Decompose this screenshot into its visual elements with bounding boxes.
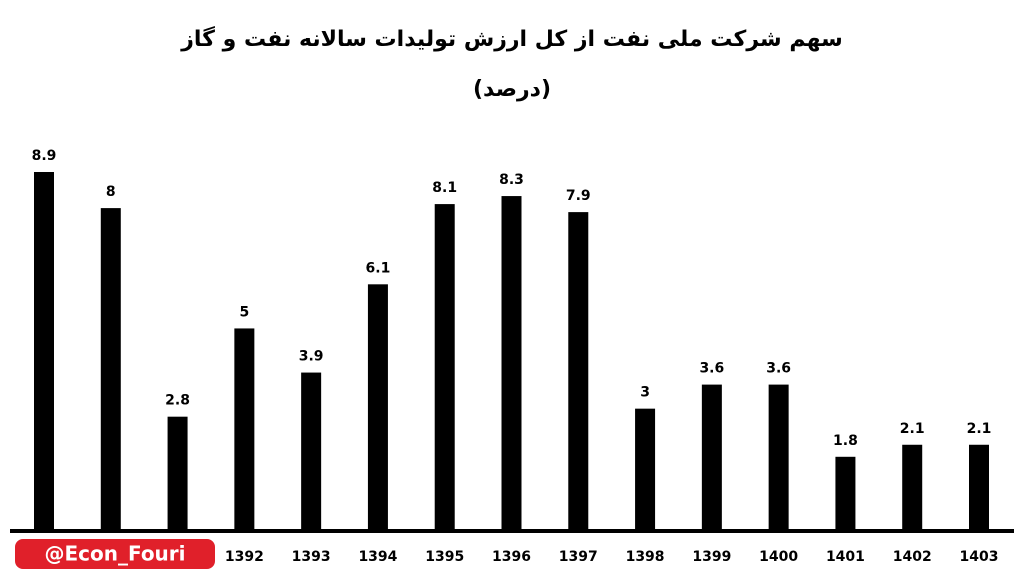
value-label: 8.3 <box>499 172 524 188</box>
x-tick-label: 1403 <box>960 549 999 565</box>
bar <box>768 384 789 529</box>
value-label: 8.9 <box>32 148 57 164</box>
value-label: 2.1 <box>967 421 992 437</box>
x-tick-label: 1402 <box>893 549 932 565</box>
value-label: 7.9 <box>566 188 591 204</box>
badge <box>13 537 217 571</box>
x-tick-label: 1393 <box>292 549 331 565</box>
x-tick-label: 1394 <box>358 549 397 565</box>
x-tick-label: 1398 <box>626 549 665 565</box>
value-label: 3 <box>640 385 650 401</box>
bar <box>902 444 923 529</box>
bar <box>234 328 255 529</box>
bar <box>100 208 121 529</box>
value-label: 2.8 <box>165 393 190 409</box>
x-tick-label: 1392 <box>225 549 264 565</box>
bar <box>167 416 188 529</box>
value-label: 3.6 <box>699 361 724 377</box>
x-tick-label: 1397 <box>559 549 598 565</box>
bar <box>969 444 989 529</box>
value-label: 2.1 <box>900 421 925 437</box>
bar <box>701 384 722 529</box>
x-tick-label: 1396 <box>492 549 531 565</box>
value-label: 1.8 <box>833 433 858 449</box>
chart-subtitle: (درصد) <box>473 77 551 102</box>
value-label: 6.1 <box>366 260 391 276</box>
bar <box>34 172 54 529</box>
bar <box>835 456 856 529</box>
bar <box>367 284 388 529</box>
x-tick-label: 1401 <box>826 549 865 565</box>
bar <box>635 408 656 529</box>
x-tick-label: 1395 <box>425 549 464 565</box>
bar <box>301 372 322 529</box>
bar <box>501 196 522 529</box>
value-label: 3.6 <box>766 361 791 377</box>
chart-title: سهم شرکت ملی نفت از کل ارزش تولیدات سالا… <box>180 25 842 52</box>
value-label: 3.9 <box>299 349 324 365</box>
value-label: 5 <box>239 304 249 320</box>
badge-text: @Econ_Fouri <box>44 542 185 566</box>
x-tick-label: 1400 <box>759 549 798 565</box>
x-tick-label: 1399 <box>692 549 731 565</box>
bar <box>568 212 589 529</box>
value-label: 8 <box>106 184 116 200</box>
bar <box>434 204 455 529</box>
value-label: 8.1 <box>432 180 457 196</box>
